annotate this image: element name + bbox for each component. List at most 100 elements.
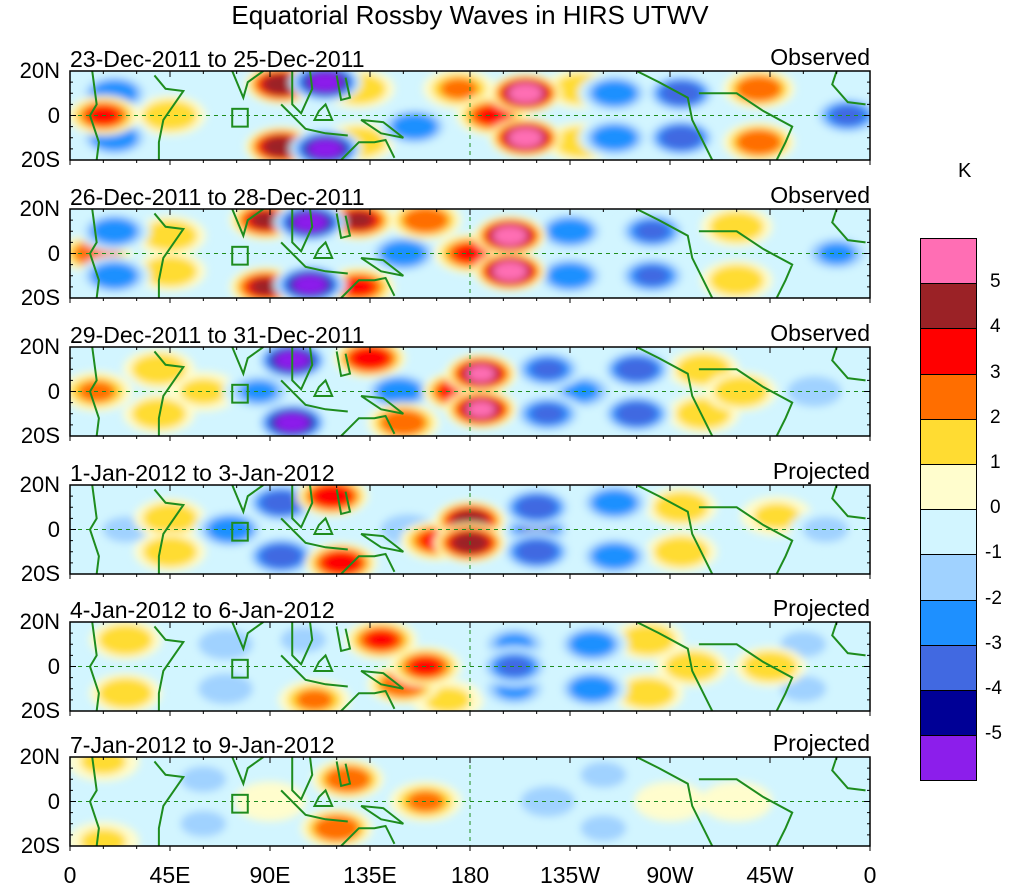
x-tick-label: 180 xyxy=(450,862,490,888)
colorbar-swatch xyxy=(920,690,977,737)
anomaly-contour xyxy=(616,402,658,426)
colorbar-level-label: -2 xyxy=(985,587,1002,609)
colorbar-level-label: -1 xyxy=(985,542,1002,564)
anomaly-contour xyxy=(292,274,328,295)
region-box xyxy=(231,658,249,679)
anomaly-contour xyxy=(591,124,638,151)
coastlines xyxy=(88,209,866,298)
y-tick-label: 0 xyxy=(47,240,60,266)
anomaly-contour xyxy=(91,218,138,245)
anomaly-contour xyxy=(508,127,543,148)
anomaly-contour xyxy=(142,503,198,534)
colorbar-level-label: 0 xyxy=(990,497,1001,519)
anomaly-contour xyxy=(142,220,198,252)
anomaly-contour xyxy=(280,626,327,653)
y-tick-label: 20S xyxy=(20,698,60,723)
anomaly-contour xyxy=(98,624,153,656)
x-tick-label: 90W xyxy=(646,862,694,888)
anomaly-contour xyxy=(342,277,376,297)
panel-5-period: 4-Jan-2012 to 6-Jan-2012 xyxy=(70,597,335,623)
y-tick-label: 20N xyxy=(19,472,60,497)
x-tick-label: 0 xyxy=(863,862,877,888)
region-box xyxy=(231,245,249,266)
region-box xyxy=(231,521,249,542)
coastlines xyxy=(88,622,866,711)
region-box xyxy=(231,107,249,128)
anomaly-contour xyxy=(620,624,676,656)
anomaly-contour xyxy=(180,378,227,405)
y-tick-label: 0 xyxy=(47,516,60,542)
anomaly-contour xyxy=(492,225,528,246)
anomaly-contour xyxy=(349,347,391,370)
colorbar-level-label: -3 xyxy=(985,632,1002,654)
anomaly-contour xyxy=(292,212,328,233)
panel-1-field xyxy=(70,71,870,160)
anomaly-contour xyxy=(424,686,471,711)
panel-2-status: Observed xyxy=(770,182,870,208)
anomaly-contour xyxy=(569,631,616,658)
colorbar-level-label: -5 xyxy=(985,723,1002,745)
panel-1-status: Observed xyxy=(770,44,870,70)
anomaly-contour xyxy=(142,255,198,287)
colorbar-level-label: 5 xyxy=(990,271,1001,293)
anomaly-contour xyxy=(440,78,478,100)
chart-title: Equatorial Rossby Waves in HIRS UTWV xyxy=(231,0,709,30)
anomaly-contour xyxy=(516,540,558,564)
colorbar-swatch xyxy=(920,735,977,782)
anomaly-contour xyxy=(709,264,765,296)
y-tick-label: 20S xyxy=(20,147,60,172)
colorbar-swatch xyxy=(920,418,977,465)
anomaly-contour xyxy=(180,810,227,837)
anomaly-contour xyxy=(653,536,709,568)
x-tick-label: 45W xyxy=(746,862,794,888)
anomaly-contour xyxy=(713,376,769,407)
anomaly-contour xyxy=(308,138,343,159)
anomaly-contour xyxy=(380,240,427,267)
anomaly-contour xyxy=(591,543,638,570)
coastlines xyxy=(88,71,866,160)
anomaly-contour xyxy=(508,83,543,104)
anomaly-contour xyxy=(735,75,782,102)
anomaly-contour xyxy=(295,689,334,711)
anomaly-contour xyxy=(497,657,531,676)
anomaly-contour xyxy=(343,211,375,229)
anomaly-contour xyxy=(131,353,187,385)
y-tick-label: 0 xyxy=(47,653,60,679)
colorbar-swatch xyxy=(920,328,977,375)
panel-5-status: Projected xyxy=(772,595,870,621)
anomaly-contour xyxy=(531,404,565,424)
anomaly-contour xyxy=(260,491,302,515)
anomaly-contour xyxy=(620,677,676,709)
region-box xyxy=(231,793,249,814)
colorbar-swatch xyxy=(920,464,977,511)
x-tick-label: 135E xyxy=(343,862,397,888)
anomaly-contour xyxy=(180,766,227,793)
y-tick-label: 20S xyxy=(20,561,60,586)
anomaly-contour xyxy=(364,630,398,650)
panel-2-period: 26-Dec-2011 to 28-Dec-2011 xyxy=(70,184,365,210)
anomaly-contour xyxy=(709,211,765,243)
anomaly-contour xyxy=(250,278,281,296)
anomaly-contour xyxy=(142,536,198,568)
anomaly-contour xyxy=(324,766,371,793)
y-tick-label: 20S xyxy=(20,833,60,858)
anomaly-contour xyxy=(635,266,669,286)
panel-5-field xyxy=(70,622,870,711)
colorbar-swatch xyxy=(920,509,977,556)
anomaly-contour xyxy=(91,262,138,289)
panel-4-status: Projected xyxy=(772,458,870,484)
anomaly-contour xyxy=(547,262,593,289)
y-tick-label: 20N xyxy=(19,744,60,769)
colorbar-swatch xyxy=(920,644,977,691)
anomaly-contour xyxy=(580,761,627,788)
anomaly-contour xyxy=(391,113,438,140)
anomaly-contour xyxy=(492,261,528,282)
anomaly-contour xyxy=(466,365,496,383)
panel-3-field xyxy=(70,347,870,436)
anomaly-contour xyxy=(753,503,800,530)
y-tick-label: 20N xyxy=(19,609,60,634)
colorbar-swatch xyxy=(920,554,977,601)
colorbar-level-label: 3 xyxy=(990,361,1001,383)
anomaly-contour xyxy=(818,242,856,265)
